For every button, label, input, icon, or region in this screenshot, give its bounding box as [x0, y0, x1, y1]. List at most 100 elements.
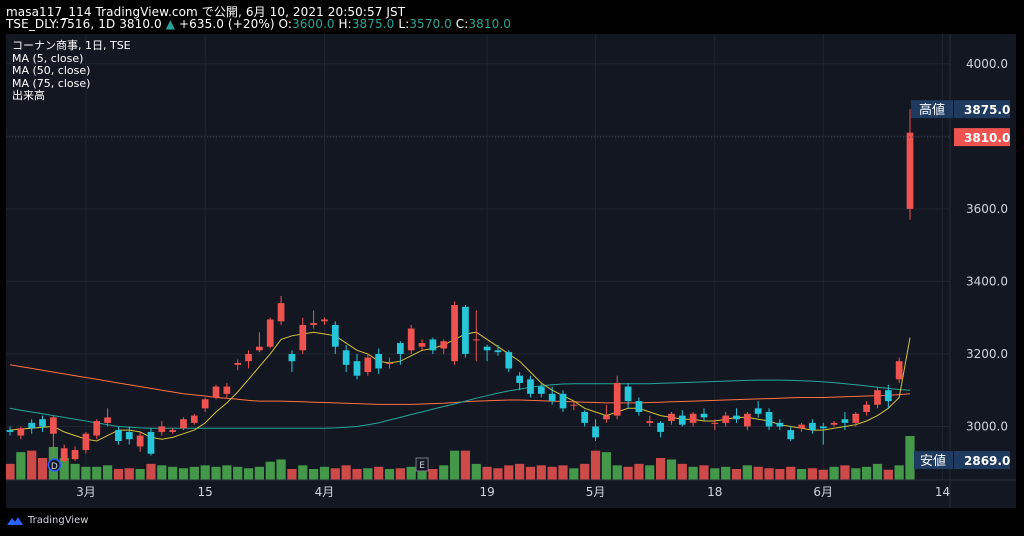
candle-body: [711, 422, 719, 424]
high-tag-value-bg: [954, 100, 1010, 119]
volume-bar: [547, 466, 557, 480]
candle-body: [125, 431, 133, 440]
price-chart[interactable]: 3月 15 4月 19 5月 18 6月 14 3000.0 3200.0 3400.0 3600.0…: [5, 34, 1016, 508]
candle-body: [537, 386, 545, 394]
volume-bar: [406, 466, 416, 480]
volume-bar: [580, 463, 590, 480]
candle-body: [190, 415, 198, 423]
candle-body: [299, 324, 307, 351]
volume-bar: [558, 465, 568, 480]
legend-ma50[interactable]: MA (50, close): [12, 64, 91, 77]
volume-bar: [37, 458, 48, 480]
candle-body: [668, 413, 675, 422]
candle-body: [689, 413, 697, 423]
volume-bar: [710, 468, 720, 480]
candle-body: [169, 430, 177, 432]
candle-body: [722, 415, 730, 423]
candle-body: [895, 361, 903, 380]
candle-body: [906, 132, 914, 209]
earnings-marker-label: E: [419, 461, 425, 471]
volume-bar: [124, 468, 134, 480]
legend-volume[interactable]: 出来高: [12, 89, 45, 102]
volume-bar: [5, 463, 15, 480]
volume-bar: [70, 463, 80, 480]
up-arrow-icon: ▲: [165, 17, 176, 31]
chart-pane[interactable]: 3月 15 4月 19 5月 18 6月 14 3000.0 3200.0 3400.0 3600.0…: [5, 34, 1016, 508]
candle-body: [234, 363, 242, 365]
candle-body: [570, 404, 578, 406]
candle-body: [245, 353, 252, 362]
candle-body: [462, 306, 469, 354]
volume-bar: [536, 465, 546, 480]
candle-body: [375, 353, 383, 369]
volume-bar: [688, 466, 698, 480]
candle-body: [364, 357, 372, 373]
ma5-line: [9, 331, 911, 442]
volume-bar: [395, 468, 405, 480]
candle-body: [201, 399, 209, 409]
volume-bar: [298, 465, 308, 480]
x-tick-label: 14: [935, 485, 950, 499]
volume-bar: [634, 463, 644, 480]
y-tick-label: 3000.0: [966, 419, 1008, 433]
volume-bar: [655, 458, 666, 480]
candle-body: [624, 386, 632, 402]
candle-body: [331, 324, 339, 347]
candle-body: [798, 424, 805, 429]
candle-body: [830, 422, 838, 425]
volume-bar: [352, 469, 362, 480]
candle-body: [874, 390, 881, 405]
candle-body: [136, 435, 144, 447]
volume-bar: [894, 465, 904, 480]
legend-symbol[interactable]: コーナン商事, 1日, TSE: [12, 39, 131, 52]
high-value: 3875.0: [351, 17, 395, 31]
open-label: O:: [278, 17, 293, 31]
candle-body: [516, 375, 523, 383]
candle-body: [6, 430, 14, 432]
volume-bar: [753, 466, 763, 480]
volume-bar: [189, 466, 199, 480]
volume-bar: [807, 468, 818, 480]
publish-header: masa117_114 TradingView.com で公開, 6月 10, …: [6, 5, 406, 19]
candle-body: [581, 411, 589, 423]
candle-body: [548, 393, 556, 402]
legend-ma5[interactable]: MA (5, close): [12, 51, 84, 65]
tradingview-brand[interactable]: TradingView: [6, 515, 88, 526]
high-label: H:: [338, 17, 352, 31]
candle-body: [451, 304, 458, 362]
x-tick-label: 19: [479, 485, 494, 499]
candle-body: [50, 417, 57, 434]
candle-body: [321, 319, 328, 322]
candle-body: [863, 404, 870, 412]
candle-body: [266, 319, 274, 347]
volume-bar: [742, 465, 752, 480]
candle-body: [613, 382, 621, 416]
tradingview-logo-icon: [7, 516, 23, 525]
volume-bar: [829, 466, 839, 480]
volume-bar: [428, 469, 438, 480]
volume-bar: [601, 452, 611, 480]
volume-bar: [460, 450, 471, 480]
volume-bar: [699, 465, 709, 480]
high-tag-value: 3875.0: [964, 103, 1010, 117]
open-value: 3600.0: [292, 17, 335, 31]
volume-bar: [276, 459, 286, 480]
candle-body: [115, 430, 122, 441]
low-tag-label: 安値: [920, 453, 946, 469]
volume-bar: [666, 459, 677, 480]
volume-bar: [59, 458, 69, 480]
volume-bar: [677, 463, 687, 480]
volume-bar: [439, 465, 449, 480]
candle-body: [342, 350, 350, 365]
legend-ma75[interactable]: MA (75, close): [12, 76, 91, 90]
candle-body: [776, 422, 784, 427]
candle-body: [527, 379, 534, 394]
x-tick-label: 18: [707, 485, 722, 499]
dividend-marker-icon: [47, 458, 62, 472]
low-tag-value-bg: [954, 451, 1010, 469]
volume-bar: [493, 468, 503, 480]
volume-bar: [233, 466, 243, 480]
candle-body: [819, 426, 827, 429]
candle-body: [765, 411, 773, 427]
volume-bar: [851, 468, 861, 480]
